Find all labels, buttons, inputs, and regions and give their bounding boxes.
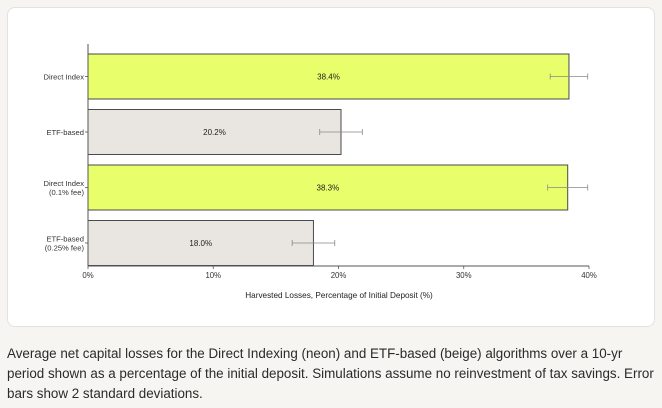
bar-value-label: 38.3%: [317, 184, 340, 193]
category-label: (0.25% fee): [45, 244, 85, 253]
category-label: (0.1% fee): [49, 188, 85, 197]
bar-value-label: 20.2%: [203, 128, 226, 137]
bar: [87, 109, 342, 155]
bar-chart: 38.4% 20.2% 38.3% 18.0% Direct Index ETF-bas…: [43, 44, 597, 300]
category-label: ETF-based: [46, 128, 84, 137]
category-label: Direct Index: [43, 179, 84, 188]
category-label: Direct Index: [43, 73, 84, 82]
figure-caption: Average net capital losses for the Direc…: [7, 346, 654, 401]
x-tick-label: 40%: [581, 271, 597, 280]
bar-value-label: 18.0%: [189, 239, 212, 248]
bar: [87, 53, 570, 100]
x-tick-label: 10%: [205, 271, 221, 280]
category-label: ETF-based: [46, 235, 84, 244]
bars-layer: 38.4% 20.2% 38.3% 18.0%: [87, 53, 589, 266]
bar: [87, 164, 569, 211]
x-tick-label: 20%: [331, 271, 347, 280]
x-axis-title: Harvested Losses, Percentage of Initial …: [245, 291, 433, 300]
x-tick-label: 0%: [82, 271, 93, 280]
bar-value-label: 38.4%: [317, 73, 340, 82]
x-tick-label: 30%: [456, 271, 472, 280]
